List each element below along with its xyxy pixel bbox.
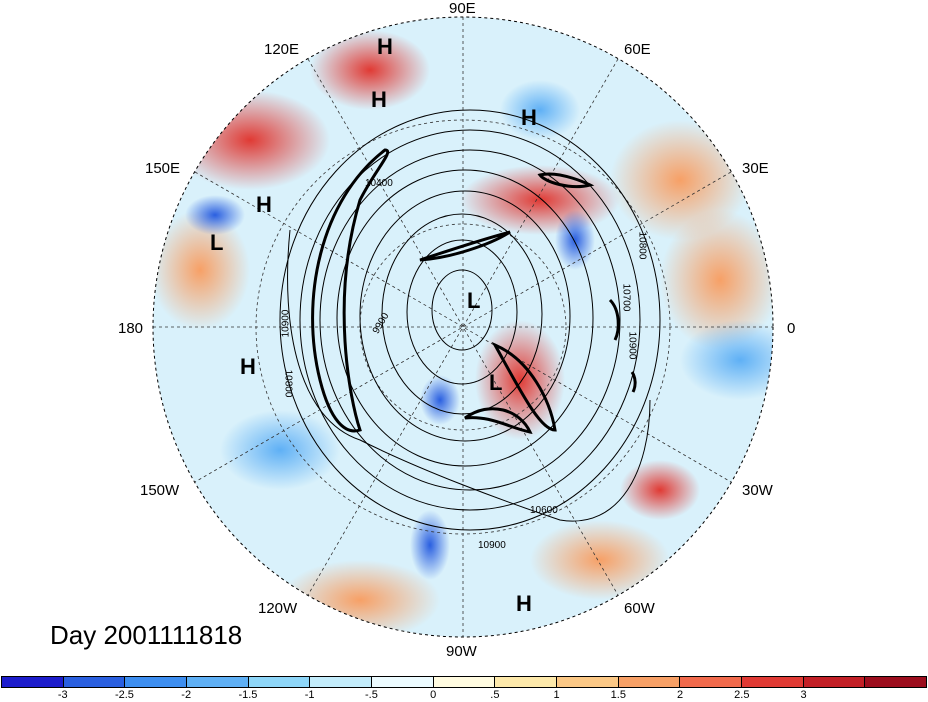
colorbar-tick-label: -3 [57,689,68,701]
pressure-label-high: H [377,34,393,59]
lon-label-150w: 150W [140,482,180,499]
colorbar-tick-label: 1.5 [610,689,626,701]
date-label: Day 2001111818 [50,620,243,650]
colorbar-segment [310,677,373,687]
colorbar-tick-label: 0 [430,689,437,701]
colorbar-tick-label: -.5 [364,689,378,701]
colorbar-segment [557,677,619,687]
pressure-label-high: H [521,105,537,130]
pressure-label-high: H [516,591,532,616]
pressure-label-low: L [489,370,503,395]
colorbar-tick-label: 2.5 [734,689,750,701]
colorbar-segment [2,677,64,687]
contour-label: 10800 [282,369,294,398]
colorbar-segment [865,677,927,687]
contour-label: 10400 [365,178,393,189]
colorbar-tick-label: -2 [181,689,192,701]
jet-isotachs [311,148,637,435]
contour-label: 10800 [636,231,648,260]
contour-label: 10900 [478,540,506,551]
lon-label-120e: 120E [264,41,300,58]
lon-label-60e: 60E [624,41,651,58]
pressure-label-high: H [371,87,387,112]
colorbar-segment [803,677,866,687]
contour-label: 10600 [530,505,558,516]
contour-label: 10900 [626,331,638,360]
lon-label-0: 0 [787,320,796,337]
colorbar-tick-label: .5 [490,689,500,701]
colorbar-tick-label: 2 [677,689,684,701]
lon-label-180: 180 [118,320,144,337]
height-contours [279,109,661,531]
colorbar-tick-label: -1 [304,689,315,701]
colorbar-tick-label: -2.5 [114,689,134,701]
pressure-label-low: L [210,230,224,255]
lon-label-30w: 30W [742,482,773,499]
graticule [153,17,773,637]
anomaly-field [153,17,773,637]
colorbar-segment [248,677,311,687]
colorbar-tick-label: 1 [553,689,560,701]
polar-map [152,16,774,638]
contour-label: 10700 [620,283,632,312]
lon-label-120w: 120W [258,600,298,617]
lon-label-90e: 90E [449,0,476,17]
colorbar-segment [742,677,804,687]
lon-label-30e: 30E [742,160,769,177]
pressure-label-low: L [467,288,481,313]
map-boundary [152,16,774,638]
colorbar-tick-label: 3 [800,689,807,701]
colorbar-segment [372,677,434,687]
contour-label: 10900 [280,309,292,338]
lon-label-60w: 60W [624,600,655,617]
colorbar-segment [618,677,681,687]
lon-label-90w: 90W [446,643,477,660]
colorbar-tick-label: -1.5 [238,689,258,701]
pressure-label-high: H [240,354,256,379]
colorbar-segment [187,677,249,687]
lon-label-150e: 150E [145,160,181,177]
colorbar-segment [433,677,496,687]
colorbar [1,676,927,688]
colorbar-segment [680,677,743,687]
colorbar-segment [63,677,126,687]
pressure-label-high: H [256,192,272,217]
colorbar-segment [495,677,558,687]
colorbar-segment [125,677,188,687]
